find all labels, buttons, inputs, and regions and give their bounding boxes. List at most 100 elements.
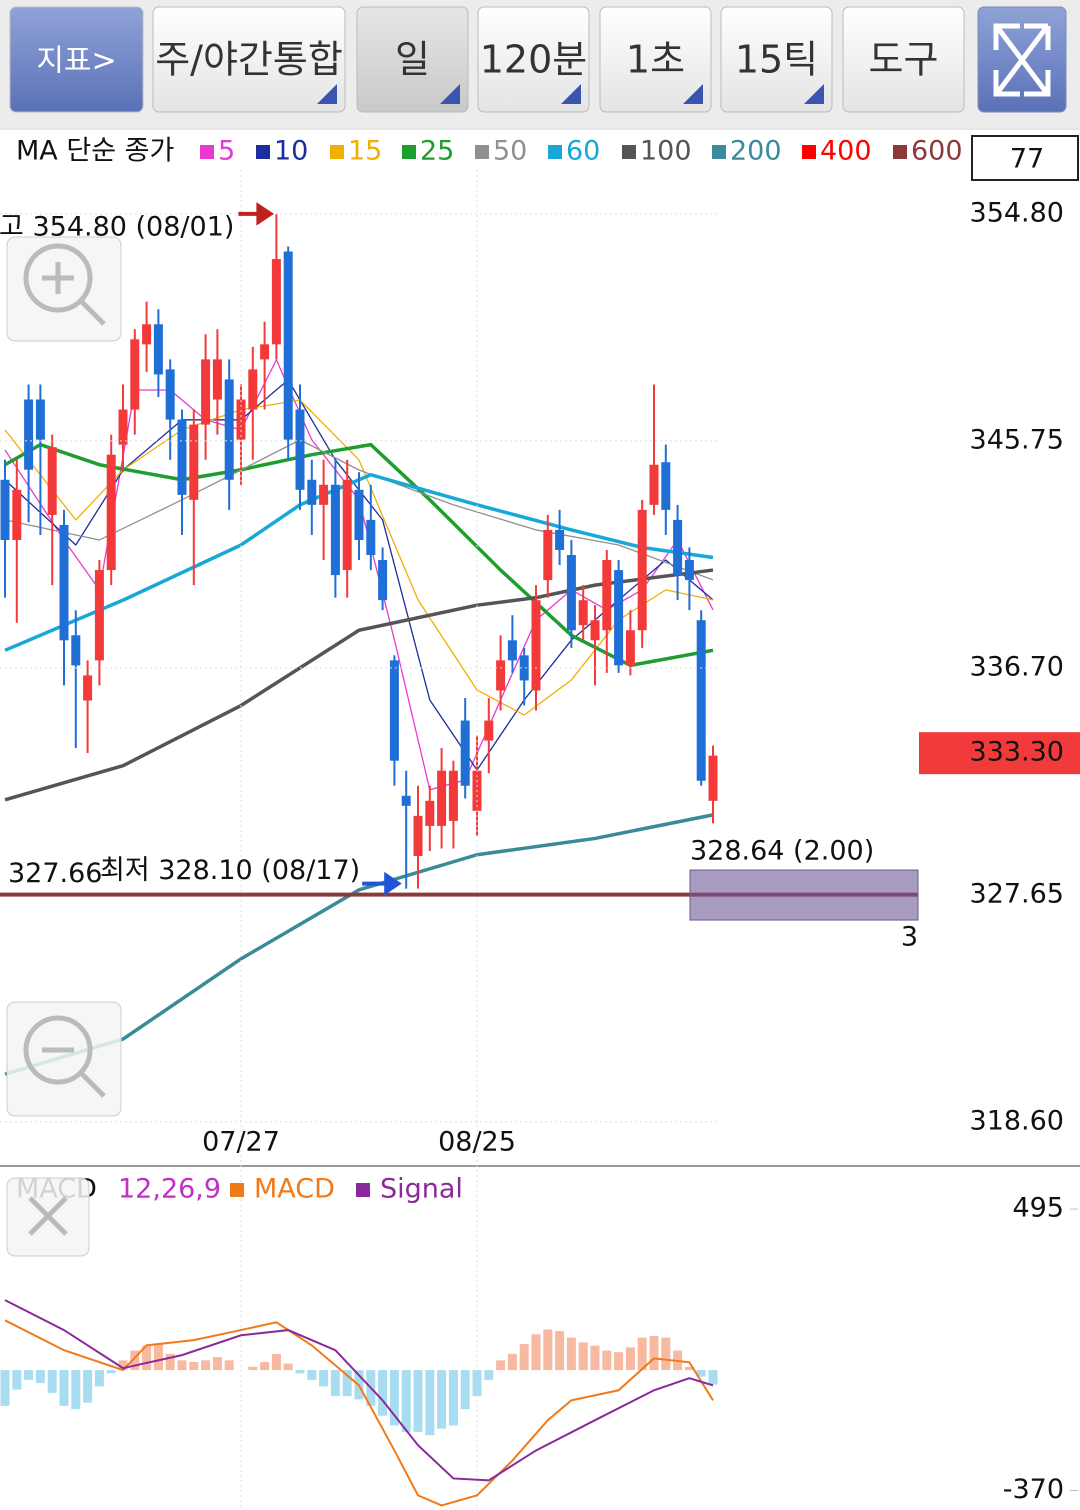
ma-line bbox=[4, 473, 714, 652]
histogram-bar bbox=[460, 1370, 470, 1410]
candle-body bbox=[448, 770, 458, 821]
histogram-bar bbox=[212, 1357, 222, 1371]
histogram-bar bbox=[201, 1360, 211, 1371]
legend-label: Signal bbox=[380, 1174, 463, 1205]
histogram-bar bbox=[295, 1370, 305, 1374]
candle-body bbox=[319, 484, 329, 505]
candle-body bbox=[330, 484, 340, 576]
candle-body bbox=[519, 655, 529, 681]
histogram-bar bbox=[543, 1329, 553, 1371]
candle-body bbox=[637, 509, 647, 631]
histogram-bar bbox=[283, 1363, 293, 1371]
y-tick-label: -370 bbox=[1003, 1474, 1064, 1505]
toolbar-button[interactable] bbox=[720, 6, 833, 113]
close-macd[interactable] bbox=[6, 1177, 90, 1257]
candle-body bbox=[177, 419, 187, 495]
candle-body bbox=[142, 324, 152, 345]
histogram-bar bbox=[708, 1370, 718, 1385]
toolbar: 지표> 주/야간통합 일 120분 1초 15틱 도구 bbox=[9, 6, 965, 113]
legend-swatch bbox=[230, 1183, 244, 1197]
candle-body bbox=[271, 259, 281, 345]
histogram-bar bbox=[248, 1366, 258, 1371]
histogram-bar bbox=[24, 1370, 34, 1380]
histogram-bar bbox=[71, 1370, 81, 1410]
candle-body bbox=[342, 479, 352, 571]
candle-body bbox=[366, 519, 376, 556]
price-box-label: 328.64 (2.00) bbox=[690, 836, 874, 867]
histogram-bar bbox=[319, 1370, 329, 1387]
histogram-bar bbox=[437, 1370, 447, 1429]
candle-body bbox=[12, 489, 22, 540]
candle-body bbox=[543, 529, 553, 581]
histogram-bar bbox=[519, 1344, 529, 1371]
candle-body bbox=[295, 409, 305, 490]
histogram-bar bbox=[696, 1370, 706, 1377]
histogram-bar bbox=[555, 1331, 565, 1371]
histogram-bar bbox=[106, 1370, 116, 1374]
period-box[interactable] bbox=[971, 135, 1079, 181]
histogram-bar bbox=[649, 1335, 659, 1371]
histogram-bar bbox=[35, 1370, 45, 1384]
toolbar-label: 120분 bbox=[480, 38, 588, 82]
candle-body bbox=[201, 359, 211, 425]
candle-body bbox=[496, 660, 506, 691]
candle-body bbox=[614, 570, 624, 666]
histogram-bar bbox=[602, 1350, 612, 1371]
toolbar-button[interactable] bbox=[842, 6, 965, 113]
zoom-out[interactable] bbox=[6, 1001, 122, 1117]
histogram-bar bbox=[330, 1370, 340, 1397]
histogram-bar bbox=[448, 1370, 458, 1426]
histogram-bar bbox=[625, 1347, 635, 1371]
candle-body bbox=[625, 630, 635, 666]
legend-swatch bbox=[356, 1183, 370, 1197]
histogram-bar bbox=[94, 1370, 104, 1387]
histogram-bar bbox=[389, 1370, 399, 1426]
legend-label: 10 bbox=[274, 136, 308, 167]
toolbar-label: 일 bbox=[395, 38, 430, 82]
candle-body bbox=[531, 600, 541, 691]
macd-line bbox=[4, 1299, 714, 1482]
candle-body bbox=[708, 755, 718, 801]
toolbar-button[interactable] bbox=[356, 6, 469, 113]
legend-swatch bbox=[712, 145, 726, 159]
histogram-bar bbox=[378, 1370, 388, 1416]
legend-label: 50 bbox=[493, 136, 527, 167]
histogram-bar bbox=[661, 1337, 671, 1371]
histogram-bar bbox=[260, 1361, 270, 1371]
candle-body bbox=[94, 570, 104, 661]
dropdown-mark bbox=[683, 84, 703, 104]
legend-label: MACD bbox=[254, 1174, 335, 1205]
zoom-in[interactable] bbox=[6, 236, 122, 342]
candle-body bbox=[684, 560, 694, 581]
candle-body bbox=[71, 635, 81, 666]
toolbar-button[interactable] bbox=[9, 6, 144, 113]
candle-body bbox=[590, 620, 600, 641]
candle-body bbox=[354, 489, 364, 540]
histogram-bar bbox=[578, 1342, 588, 1371]
histogram-bar bbox=[531, 1334, 541, 1371]
toolbar-label: 1초 bbox=[626, 38, 685, 82]
level-label: 327.66 bbox=[8, 858, 102, 889]
histogram-bar bbox=[12, 1370, 22, 1390]
y-tick-label: 327.65 bbox=[970, 878, 1064, 909]
y-tick-label: 495 bbox=[1012, 1193, 1064, 1224]
toolbar-button[interactable] bbox=[152, 6, 346, 113]
ma-line bbox=[4, 359, 714, 791]
histogram-bar bbox=[224, 1360, 234, 1371]
y-tick-label: 336.70 bbox=[970, 651, 1064, 682]
histogram-bar bbox=[271, 1353, 281, 1371]
dropdown-mark bbox=[561, 84, 581, 104]
histogram-bar bbox=[496, 1360, 506, 1371]
candle-body bbox=[283, 251, 293, 440]
toolbar-button[interactable] bbox=[477, 6, 590, 113]
expand-icon bbox=[993, 23, 1051, 97]
toolbar-label: 15틱 bbox=[735, 38, 818, 82]
current-price-tag bbox=[919, 732, 1080, 775]
histogram-bar bbox=[307, 1370, 317, 1380]
candle-body bbox=[578, 600, 588, 626]
toolbar-button[interactable] bbox=[599, 6, 712, 113]
candle-body bbox=[59, 524, 69, 641]
histogram-bar bbox=[153, 1344, 163, 1371]
macd-params: 12,26,9 bbox=[118, 1174, 221, 1205]
